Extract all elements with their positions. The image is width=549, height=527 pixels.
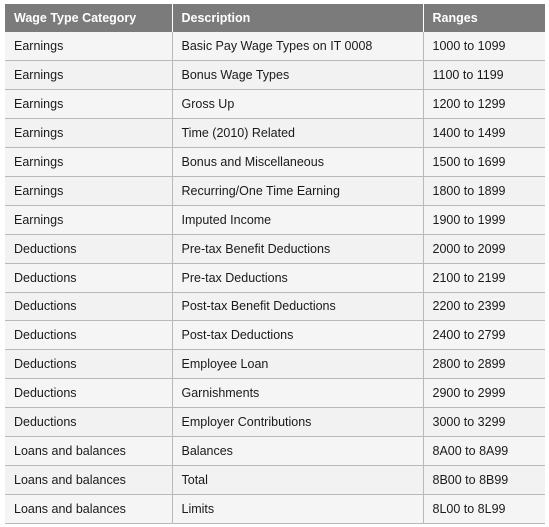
cell-range: 2900 to 2999	[423, 378, 545, 409]
cell-range: 1000 to 1099	[423, 32, 545, 62]
cell-range: 1200 to 1299	[423, 89, 545, 120]
cell-description: Limits	[172, 494, 424, 524]
table-row: Deductions Employee Loan 2800 to 2899	[5, 349, 545, 380]
cell-category: Earnings	[5, 118, 173, 149]
cell-range: 2400 to 2799	[423, 320, 545, 351]
table-row: Deductions Post-tax Deductions 2400 to 279…	[5, 320, 545, 351]
table-header-row: Wage Type Category Description Ranges	[5, 4, 545, 32]
cell-description: Post-tax Deductions	[172, 320, 424, 351]
cell-category: Deductions	[5, 234, 173, 264]
cell-range: 2200 to 2399	[423, 292, 545, 322]
cell-range: 1800 to 1899	[423, 176, 545, 206]
cell-category: Earnings	[5, 205, 173, 235]
cell-description: Total	[172, 465, 424, 495]
cell-description: Post-tax Benefit Deductions	[172, 292, 424, 322]
table-row: Earnings Bonus and Miscellaneous 1500 to 1…	[5, 147, 545, 177]
wage-type-table: Wage Type Category Description Ranges Ea…	[5, 4, 545, 524]
cell-description: Balances	[172, 436, 424, 466]
cell-range: 1500 to 1699	[423, 147, 545, 177]
cell-description: Basic Pay Wage Types on IT 0008	[172, 32, 424, 62]
cell-description: Gross Up	[172, 89, 424, 120]
cell-range: 2100 to 2199	[423, 263, 545, 293]
table-row: Earnings Bonus Wage Types 1100 to 1199	[5, 60, 545, 91]
cell-description: Imputed Income	[172, 205, 424, 235]
cell-category: Deductions	[5, 263, 173, 293]
cell-description: Recurring/One Time Earning	[172, 176, 424, 206]
table-row: Earnings Basic Pay Wage Types on IT 0008 1…	[5, 32, 545, 62]
cell-range: 8B00 to 8B99	[423, 465, 545, 495]
cell-category: Deductions	[5, 349, 173, 380]
cell-category: Earnings	[5, 147, 173, 177]
cell-range: 2800 to 2899	[423, 349, 545, 380]
table-row: Earnings Imputed Income 1900 to 1999	[5, 205, 545, 235]
cell-range: 3000 to 3299	[423, 407, 545, 437]
cell-description: Time (2010) Related	[172, 118, 424, 149]
table-row: Loans and balances Limits 8L00 to 8L99	[5, 494, 545, 524]
cell-description: Employer Contributions	[172, 407, 424, 437]
cell-category: Earnings	[5, 60, 173, 91]
cell-category: Deductions	[5, 320, 173, 351]
table-row: Deductions Employer Contributions 3000 to …	[5, 407, 545, 437]
cell-category: Loans and balances	[5, 465, 173, 495]
table-row: Deductions Pre-tax Deductions 2100 to 2199	[5, 263, 545, 293]
cell-category: Loans and balances	[5, 436, 173, 466]
cell-range: 1100 to 1199	[423, 60, 545, 91]
table-row: Deductions Garnishments 2900 to 2999	[5, 378, 545, 409]
cell-description: Pre-tax Deductions	[172, 263, 424, 293]
cell-description: Employee Loan	[172, 349, 424, 380]
cell-category: Earnings	[5, 89, 173, 120]
column-header-description: Description	[172, 4, 424, 32]
cell-category: Loans and balances	[5, 494, 173, 524]
column-header-category: Wage Type Category	[5, 4, 173, 32]
cell-category: Earnings	[5, 176, 173, 206]
table-row: Earnings Time (2010) Related 1400 to 1499	[5, 118, 545, 149]
cell-description: Garnishments	[172, 378, 424, 409]
table-body: Earnings Basic Pay Wage Types on IT 0008 1…	[5, 32, 545, 524]
cell-range: 2000 to 2099	[423, 234, 545, 264]
table-row: Loans and balances Balances 8A00 to 8A99	[5, 436, 545, 466]
table-row: Deductions Post-tax Benefit Deductions 220…	[5, 292, 545, 322]
cell-category: Deductions	[5, 378, 173, 409]
column-header-ranges: Ranges	[423, 4, 545, 32]
cell-range: 1400 to 1499	[423, 118, 545, 149]
cell-description: Pre-tax Benefit Deductions	[172, 234, 424, 264]
cell-range: 1900 to 1999	[423, 205, 545, 235]
cell-description: Bonus and Miscellaneous	[172, 147, 424, 177]
table-row: Loans and balances Total 8B00 to 8B99	[5, 465, 545, 495]
table-row: Deductions Pre-tax Benefit Deductions 2000…	[5, 234, 545, 264]
cell-range: 8A00 to 8A99	[423, 436, 545, 466]
table-row: Earnings Gross Up 1200 to 1299	[5, 89, 545, 120]
cell-category: Earnings	[5, 32, 173, 62]
cell-category: Deductions	[5, 292, 173, 322]
cell-range: 8L00 to 8L99	[423, 494, 545, 524]
cell-description: Bonus Wage Types	[172, 60, 424, 91]
table-row: Earnings Recurring/One Time Earning 1800 t…	[5, 176, 545, 206]
cell-category: Deductions	[5, 407, 173, 437]
